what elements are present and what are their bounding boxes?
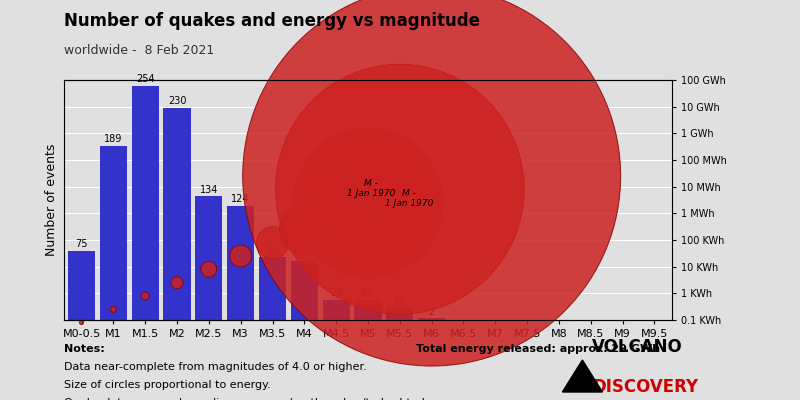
Text: M -
1 Jan 1970: M - 1 Jan 1970: [385, 189, 434, 208]
Text: 230: 230: [168, 96, 186, 106]
Ellipse shape: [201, 261, 217, 277]
Ellipse shape: [110, 306, 116, 312]
Text: Quake data: www.volcanodiscovery.com/earthquakes/today.html: Quake data: www.volcanodiscovery.com/ear…: [64, 398, 425, 400]
Text: Data near-complete from magnitudes of 4.0 or higher.: Data near-complete from magnitudes of 4.…: [64, 362, 366, 372]
Bar: [68, 251, 95, 320]
Text: Number of quakes and energy vs magnitude: Number of quakes and energy vs magnitude: [64, 12, 480, 30]
Text: 64: 64: [298, 250, 310, 260]
Text: DISCOVERY: DISCOVERY: [592, 378, 698, 396]
Ellipse shape: [230, 245, 252, 267]
Text: worldwide -  8 Feb 2021: worldwide - 8 Feb 2021: [64, 44, 214, 57]
Text: 14: 14: [394, 296, 406, 306]
Bar: [163, 108, 190, 320]
Text: VOLCANO: VOLCANO: [592, 338, 682, 356]
Text: 22: 22: [362, 288, 374, 298]
Bar: [259, 257, 286, 320]
Text: 134: 134: [200, 185, 218, 195]
Ellipse shape: [294, 128, 442, 278]
Ellipse shape: [279, 204, 330, 254]
Ellipse shape: [294, 174, 378, 258]
Bar: [132, 86, 158, 320]
Text: Size of circles proportional to energy.: Size of circles proportional to energy.: [64, 380, 270, 390]
Ellipse shape: [79, 320, 83, 324]
Ellipse shape: [242, 0, 621, 366]
Text: Notes:: Notes:: [64, 344, 105, 354]
Bar: [195, 196, 222, 320]
Bar: [227, 206, 254, 320]
Bar: [100, 146, 127, 320]
Text: 189: 189: [104, 134, 122, 144]
Bar: [418, 318, 445, 320]
Ellipse shape: [257, 226, 289, 258]
Text: Total energy released: approx. 29 GWh: Total energy released: approx. 29 GWh: [416, 344, 660, 354]
Text: 124: 124: [231, 194, 250, 204]
Text: 75: 75: [75, 239, 88, 249]
Y-axis label: Number of events: Number of events: [46, 144, 58, 256]
Ellipse shape: [171, 277, 183, 289]
Text: 2: 2: [429, 307, 434, 317]
Text: 68: 68: [266, 246, 278, 256]
Text: M -
1 Jan 1970: M - 1 Jan 1970: [347, 179, 395, 198]
Bar: [322, 300, 350, 320]
Bar: [354, 300, 382, 320]
Bar: [291, 261, 318, 320]
Text: 254: 254: [136, 74, 154, 84]
Text: 22: 22: [330, 288, 342, 298]
Bar: [386, 307, 414, 320]
Ellipse shape: [275, 64, 524, 314]
Ellipse shape: [141, 292, 149, 300]
